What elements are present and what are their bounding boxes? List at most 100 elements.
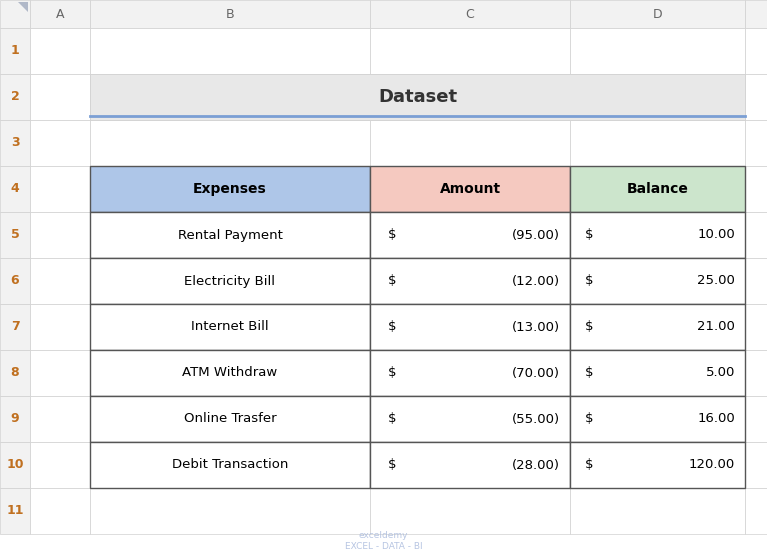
- Bar: [0, 350, 30, 396]
- Bar: [745, 442, 767, 488]
- Bar: [370, 120, 570, 166]
- Text: 7: 7: [11, 320, 19, 334]
- Text: B: B: [225, 7, 234, 21]
- Text: 3: 3: [11, 136, 19, 149]
- Bar: [745, 212, 767, 258]
- Text: 10: 10: [6, 458, 24, 471]
- Bar: [30, 488, 90, 534]
- Bar: [370, 28, 570, 74]
- Bar: [0, 396, 30, 442]
- Bar: [0, 120, 30, 166]
- Text: (13.00): (13.00): [512, 320, 560, 334]
- Text: ATM Withdraw: ATM Withdraw: [183, 367, 278, 380]
- Bar: [0, 166, 30, 212]
- Bar: [570, 212, 745, 258]
- Bar: [90, 212, 370, 258]
- Bar: [370, 166, 570, 212]
- Bar: [370, 0, 570, 28]
- Text: $: $: [388, 413, 397, 425]
- Bar: [570, 166, 745, 212]
- Bar: [370, 442, 570, 488]
- Bar: [745, 488, 767, 534]
- Bar: [90, 28, 370, 74]
- Bar: [570, 212, 745, 258]
- Bar: [90, 74, 370, 120]
- Bar: [370, 396, 570, 442]
- Bar: [570, 0, 745, 28]
- Bar: [90, 396, 370, 442]
- Text: $: $: [585, 320, 594, 334]
- Bar: [0, 442, 30, 488]
- Text: Rental Payment: Rental Payment: [178, 229, 282, 241]
- Bar: [570, 258, 745, 304]
- Bar: [90, 350, 370, 396]
- Bar: [90, 304, 370, 350]
- Text: 120.00: 120.00: [689, 458, 735, 471]
- Bar: [570, 396, 745, 442]
- Bar: [30, 396, 90, 442]
- Bar: [570, 350, 745, 396]
- Bar: [0, 304, 30, 350]
- Bar: [570, 396, 745, 442]
- Bar: [570, 488, 745, 534]
- Text: (95.00): (95.00): [512, 229, 560, 241]
- Bar: [0, 28, 30, 74]
- Text: 2: 2: [11, 91, 19, 103]
- Text: 4: 4: [11, 182, 19, 196]
- Bar: [370, 488, 570, 534]
- Text: $: $: [388, 458, 397, 471]
- Bar: [30, 166, 90, 212]
- Bar: [370, 74, 570, 120]
- Bar: [0, 74, 30, 120]
- Bar: [90, 442, 370, 488]
- Text: $: $: [388, 229, 397, 241]
- Text: Balance: Balance: [627, 182, 689, 196]
- Bar: [370, 350, 570, 396]
- Bar: [370, 350, 570, 396]
- Text: A: A: [56, 7, 64, 21]
- Bar: [570, 258, 745, 304]
- Bar: [30, 304, 90, 350]
- Text: 8: 8: [11, 367, 19, 380]
- Bar: [90, 396, 370, 442]
- Bar: [570, 120, 745, 166]
- Text: 16.00: 16.00: [697, 413, 735, 425]
- Text: $: $: [388, 320, 397, 334]
- Bar: [370, 258, 570, 304]
- Text: 21.00: 21.00: [697, 320, 735, 334]
- Bar: [30, 74, 90, 120]
- Bar: [30, 120, 90, 166]
- Bar: [745, 120, 767, 166]
- Text: $: $: [585, 274, 594, 287]
- Bar: [90, 0, 370, 28]
- Bar: [0, 212, 30, 258]
- Bar: [745, 304, 767, 350]
- Text: (70.00): (70.00): [512, 367, 560, 380]
- Text: D: D: [653, 7, 663, 21]
- Text: $: $: [388, 274, 397, 287]
- Bar: [570, 28, 745, 74]
- Bar: [370, 304, 570, 350]
- Bar: [90, 74, 745, 120]
- Text: Expenses: Expenses: [193, 182, 267, 196]
- Text: $: $: [585, 367, 594, 380]
- Bar: [90, 166, 370, 212]
- Text: 5: 5: [11, 229, 19, 241]
- Bar: [570, 166, 745, 212]
- Bar: [90, 488, 370, 534]
- Bar: [745, 166, 767, 212]
- Bar: [30, 212, 90, 258]
- Text: 6: 6: [11, 274, 19, 287]
- Text: Amount: Amount: [439, 182, 501, 196]
- Bar: [370, 442, 570, 488]
- Bar: [570, 442, 745, 488]
- Bar: [745, 396, 767, 442]
- Bar: [570, 442, 745, 488]
- Bar: [370, 304, 570, 350]
- Text: C: C: [466, 7, 474, 21]
- Text: 10.00: 10.00: [697, 229, 735, 241]
- Bar: [370, 396, 570, 442]
- Bar: [745, 28, 767, 74]
- Bar: [0, 0, 30, 28]
- Bar: [745, 350, 767, 396]
